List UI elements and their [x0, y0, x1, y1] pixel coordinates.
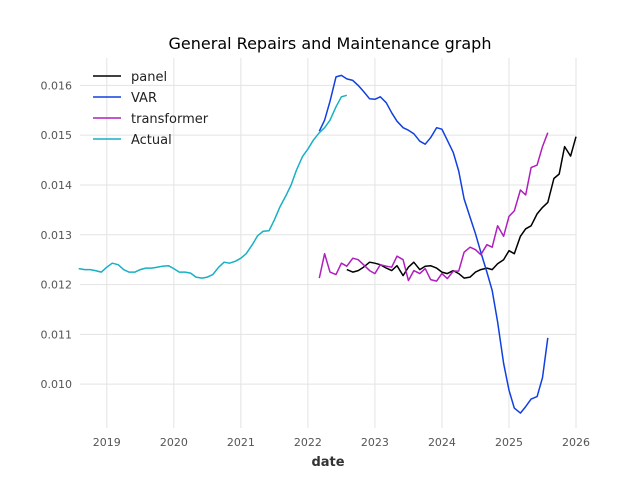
- legend-label: panel: [131, 70, 167, 85]
- x-axis-label: date: [311, 455, 344, 470]
- y-tick-label: 0.015: [41, 129, 73, 142]
- legend-label: VAR: [131, 91, 157, 106]
- grid-lines: [80, 58, 577, 428]
- y-tick-label: 0.016: [41, 79, 73, 92]
- x-tick-label: 2021: [227, 436, 255, 449]
- x-tick-label: 2024: [428, 436, 456, 449]
- legend: panel VAR transformer Actual: [93, 70, 209, 148]
- series-lines: [78, 74, 577, 414]
- x-tick-label: 2023: [361, 436, 389, 449]
- series-line-var: [318, 74, 549, 414]
- y-tick-label: 0.013: [41, 229, 73, 242]
- legend-label: Actual: [131, 133, 172, 148]
- legend-label: transformer: [131, 112, 209, 127]
- y-axis-ticks: 0.010 0.011 0.012 0.013 0.014 0.015 0.016: [41, 79, 73, 391]
- y-tick-label: 0.010: [41, 378, 73, 391]
- x-tick-label: 2026: [562, 436, 590, 449]
- series-line-actual: [78, 94, 348, 279]
- x-tick-label: 2022: [294, 436, 322, 449]
- chart-title: General Repairs and Maintenance graph: [169, 34, 492, 53]
- x-tick-label: 2025: [495, 436, 523, 449]
- y-tick-label: 0.012: [41, 279, 73, 292]
- y-tick-label: 0.014: [41, 179, 73, 192]
- x-axis-ticks: 2019 2020 2021 2022 2023 2024 2025 2026: [93, 436, 590, 449]
- y-tick-label: 0.011: [41, 328, 73, 341]
- series-line-transformer: [318, 132, 549, 282]
- x-tick-label: 2020: [160, 436, 188, 449]
- series-line-panel: [346, 136, 577, 279]
- x-tick-label: 2019: [93, 436, 121, 449]
